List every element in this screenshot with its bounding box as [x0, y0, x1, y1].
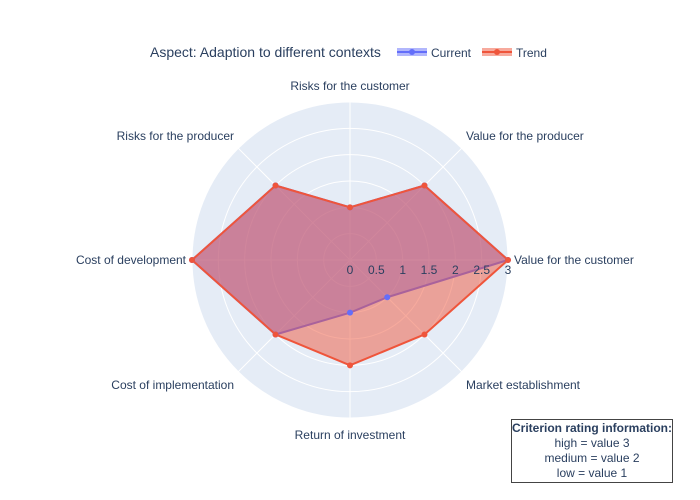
data-point-trend	[421, 331, 428, 338]
category-label: Cost of implementation	[111, 378, 234, 392]
category-label: Return of investment	[295, 428, 406, 442]
info-line-high: high = value 3	[554, 436, 630, 450]
category-label: Risks for the producer	[117, 129, 234, 143]
category-label: Market establishment	[466, 378, 581, 392]
legend-label-current: Current	[431, 46, 472, 60]
data-point-current	[384, 294, 391, 301]
radial-tick-label: 3	[505, 263, 512, 277]
legend-item-trend[interactable]: Trend	[482, 46, 547, 60]
info-line-low: low = value 1	[556, 466, 628, 480]
radial-tick-label: 0.5	[368, 263, 385, 277]
radial-tick-label: 1.5	[421, 263, 438, 277]
radial-tick-label: 2	[452, 263, 459, 277]
data-point-current	[347, 309, 353, 316]
data-point-trend	[189, 257, 195, 263]
category-label: Risks for the customer	[290, 79, 409, 93]
radial-tick-label: 0	[347, 263, 354, 277]
data-point-trend	[272, 331, 279, 338]
legend-item-current[interactable]: Current	[397, 46, 472, 60]
chart-title: Aspect: Adaption to different contexts	[150, 44, 381, 60]
data-point-trend	[347, 204, 353, 211]
legend[interactable]: Current Trend	[397, 46, 547, 60]
data-point-trend	[272, 182, 279, 189]
legend-marker-trend	[494, 49, 500, 55]
category-label: Value for the customer	[514, 253, 634, 267]
legend-marker-current	[409, 49, 415, 55]
radial-tick-label: 1	[399, 263, 406, 277]
category-label: Value for the producer	[466, 129, 584, 143]
data-point-trend	[505, 257, 511, 263]
criterion-info-box: Criterion rating information: high = val…	[511, 419, 673, 483]
data-point-trend	[347, 362, 353, 369]
radial-tick-label: 2.5	[473, 263, 490, 277]
info-heading: Criterion rating information:	[512, 421, 672, 435]
legend-label-trend: Trend	[516, 46, 547, 60]
info-line-medium: medium = value 2	[544, 451, 640, 465]
category-label: Cost of development	[76, 253, 187, 267]
data-point-trend	[421, 182, 428, 189]
